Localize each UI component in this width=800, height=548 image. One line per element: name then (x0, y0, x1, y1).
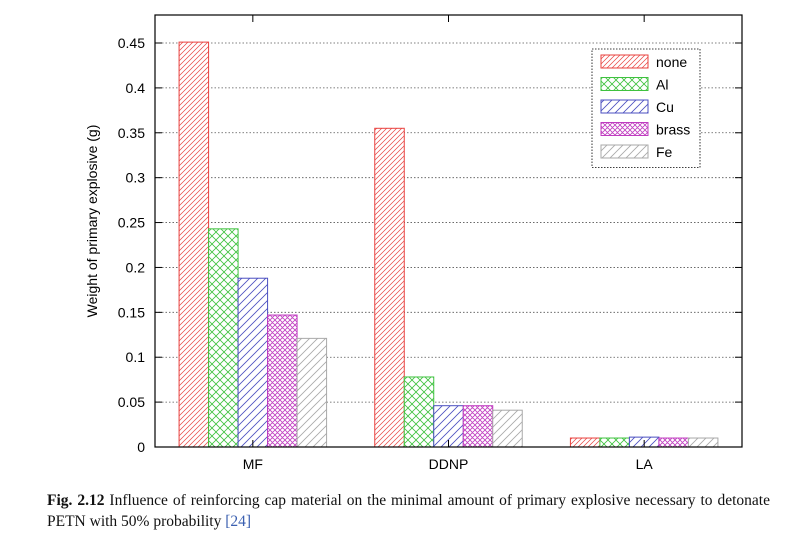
ytick-label-5: 0.25 (118, 215, 145, 231)
bar-ddnp-fe (492, 409, 523, 448)
legend-label-brass: brass (656, 122, 690, 138)
bar-mf-fe (296, 337, 328, 448)
legend-label-none: none (656, 54, 687, 70)
xtick-label-ddnp: DDNP (429, 456, 469, 472)
legend-label-cu: Cu (656, 99, 674, 115)
bar-la-fe (687, 437, 719, 448)
axes: 0 0.05 0.1 0.15 0.2 0.25 0.3 0.35 0.4 0.45 MF DDNP L… (84, 14, 743, 472)
bar-mf-al (208, 228, 239, 448)
legend-label-al: Al (656, 77, 668, 93)
bar-mf-none (178, 41, 210, 448)
plot-frame (154, 14, 743, 448)
bar-chart-svg: 0 0.05 0.1 0.15 0.2 0.25 0.3 0.35 0.4 0.45 MF DDNP L… (84, 14, 743, 472)
legend-swatch-cu (600, 99, 649, 114)
caption-text: Influence of reinforcing cap material on… (47, 492, 770, 530)
ytick-label-2: 0.1 (126, 349, 146, 365)
bar-la-al (599, 437, 630, 448)
bar-ddnp-none (374, 127, 405, 448)
chart: 0 0.05 0.1 0.15 0.2 0.25 0.3 0.35 0.4 0.45 MF DDNP L… (84, 14, 743, 472)
legend-swatch-brass (600, 122, 649, 136)
ytick-label-0: 0 (137, 439, 145, 455)
figure-caption: Fig. 2.12 Influence of reinforcing cap m… (47, 490, 770, 532)
ytick-label-8: 0.4 (126, 80, 146, 96)
legend-swatch-none (600, 54, 649, 69)
ytick-label-3: 0.15 (118, 304, 145, 320)
bar-la-brass (658, 437, 689, 448)
legend: none Al Cu brass Fe (591, 48, 701, 168)
y-axis-label: Weight of primary explosive (g) (84, 125, 100, 318)
ytick-label-7: 0.35 (118, 125, 145, 141)
xtick-label-la: LA (636, 456, 654, 472)
ytick-label-1: 0.05 (118, 394, 145, 410)
ytick-label-9: 0.45 (118, 35, 145, 51)
legend-label-fe: Fe (656, 144, 673, 160)
ytick-label-4: 0.2 (126, 259, 146, 275)
bar-la-none (569, 437, 601, 448)
bar-mf-cu (237, 277, 269, 448)
bar-ddnp-al (403, 376, 435, 448)
legend-swatch-fe (600, 144, 649, 159)
bar-ddnp-brass (462, 405, 494, 448)
bar-mf-brass (267, 314, 298, 448)
xtick-label-mf: MF (243, 456, 263, 472)
caption-label: Fig. 2.12 (47, 492, 105, 509)
legend-swatch-al (600, 77, 649, 91)
ytick-label-6: 0.3 (126, 170, 146, 186)
caption-reference-link[interactable]: [24] (225, 513, 252, 530)
